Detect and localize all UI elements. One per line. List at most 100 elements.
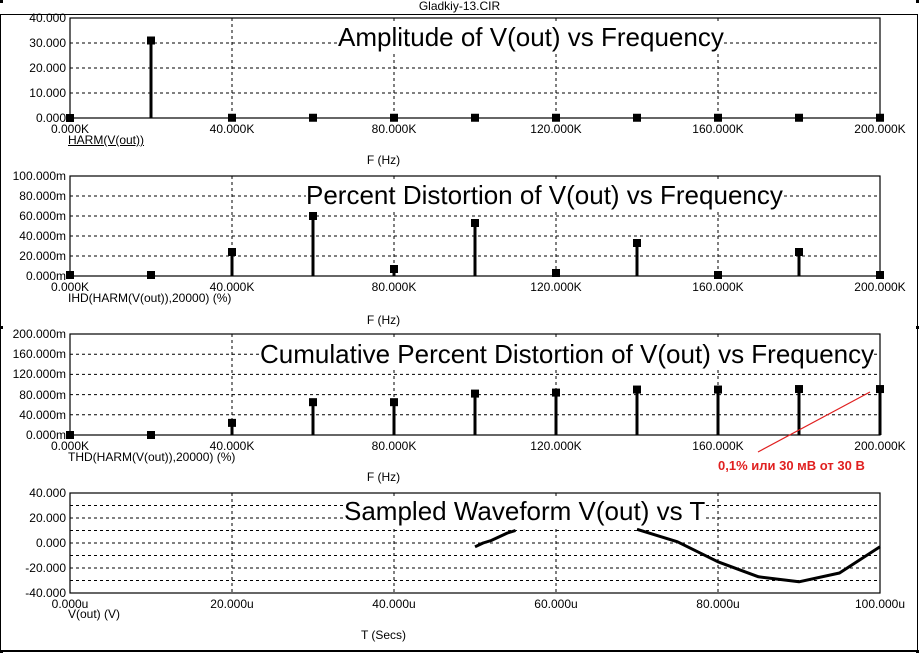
trace-label: V(out) (V)	[68, 607, 121, 621]
x-tick-label: 40.000K	[209, 439, 255, 453]
stem-marker	[714, 385, 722, 394]
chart-title: Sampled Waveform V(out) vs T	[344, 496, 706, 526]
x-tick-label: 40.000K	[209, 280, 255, 294]
waveform-line	[474, 529, 516, 549]
stem-marker	[66, 431, 74, 439]
window-title: Gladkiy-13.CIR	[418, 0, 501, 13]
y-tick-label: 30.000	[29, 36, 66, 50]
stem-marker	[309, 113, 317, 122]
plot-border	[69, 492, 881, 594]
chart-panel-3	[66, 333, 884, 439]
stem-marker	[633, 113, 641, 122]
stem-marker	[66, 271, 74, 279]
x-tick-label: 160.000K	[692, 122, 744, 136]
x-axis-label: F (Hz)	[366, 470, 401, 484]
resize-handle[interactable]	[916, 0, 919, 3]
resize-handle[interactable]	[0, 326, 3, 329]
stem-marker	[309, 212, 317, 220]
x-tick-label: 60.000u	[534, 597, 578, 611]
window-frame	[0, 14, 918, 652]
stem-marker	[552, 269, 560, 277]
chart-title: Percent Distortion of V(out) vs Frequenc…	[306, 180, 783, 210]
stem-marker	[228, 248, 236, 256]
stem-marker	[471, 113, 479, 122]
stem-marker	[633, 385, 641, 394]
stem-marker	[876, 385, 884, 394]
x-axis-label: T (Secs)	[360, 628, 407, 642]
stem-marker	[147, 431, 155, 439]
stem-marker	[147, 36, 155, 45]
x-axis-label: F (Hz)	[366, 313, 401, 327]
stem-marker	[795, 248, 803, 256]
resize-handle[interactable]	[0, 0, 3, 3]
stem-marker	[228, 113, 236, 122]
x-tick-label: 20.000u	[210, 597, 254, 611]
stem-marker	[876, 271, 884, 279]
trace-label: HARM(V(out))	[68, 133, 145, 147]
x-tick-label: 200.000K	[854, 122, 906, 136]
x-tick-label: 160.000K	[692, 280, 744, 294]
y-tick-label: 40.000	[29, 486, 66, 500]
y-tick-label: 0.000m	[25, 428, 66, 442]
x-tick-label: 40.000u	[372, 597, 416, 611]
stem-marker	[795, 113, 803, 122]
y-tick-label: 40.000	[29, 11, 66, 25]
x-tick-label: 0.000K	[50, 122, 90, 136]
stem-marker	[471, 219, 479, 227]
y-tick-label: 20.000	[29, 511, 66, 525]
red-annotation: 0,1% или 30 мВ от 30 В	[718, 458, 865, 473]
x-tick-label: 0.000u	[51, 597, 89, 611]
x-axis-label: F (Hz)	[366, 153, 401, 167]
stem-marker	[309, 398, 317, 407]
stem-marker	[633, 239, 641, 247]
y-tick-label: 10.000	[29, 86, 66, 100]
resize-handle[interactable]	[916, 326, 919, 329]
x-tick-label: 40.000K	[209, 122, 255, 136]
trace-label: IHD(HARM(V(out)),20000) (%)	[68, 291, 232, 305]
x-tick-label: 0.000K	[50, 439, 90, 453]
stem-marker	[876, 113, 884, 122]
x-tick-label: 160.000K	[692, 439, 744, 453]
stem-marker	[714, 113, 722, 122]
x-tick-label: 80.000K	[371, 122, 417, 136]
y-tick-label: 80.000m	[19, 189, 66, 203]
y-tick-label: 120.000m	[12, 367, 66, 382]
chart-title: Amplitude of V(out) vs Frequency	[338, 22, 724, 52]
y-tick-label: 20.000	[29, 61, 66, 75]
y-tick-label: 80.000m	[19, 387, 66, 402]
x-tick-label: 80.000K	[371, 439, 417, 453]
stem-marker	[714, 271, 722, 279]
y-tick-label: -20.000	[25, 561, 66, 575]
stem-marker	[228, 418, 236, 427]
resize-handle[interactable]	[916, 650, 919, 653]
y-tick-label: 20.000m	[19, 249, 66, 263]
stem-marker	[66, 114, 74, 122]
chart-panel-2	[66, 175, 884, 279]
x-tick-label: 80.000u	[696, 597, 740, 611]
stem-marker	[390, 265, 398, 273]
y-tick-label: 40.000m	[19, 229, 66, 243]
resize-handle[interactable]	[0, 650, 3, 653]
x-tick-label: 120.000K	[530, 280, 582, 294]
x-tick-label: 120.000K	[530, 122, 582, 136]
y-tick-label: 0.000	[35, 536, 66, 550]
waveform-line	[636, 527, 881, 584]
stem-marker	[390, 113, 398, 122]
x-tick-label: 120.000K	[530, 439, 582, 453]
y-tick-label: -40.000	[25, 586, 66, 600]
stem-marker	[471, 389, 479, 398]
y-tick-label: 40.000m	[19, 407, 66, 422]
stem-marker	[390, 398, 398, 407]
chart-title: Cumulative Percent Distortion of V(out) …	[260, 339, 875, 369]
stem-marker	[147, 271, 155, 279]
annotation-line	[757, 391, 871, 453]
x-tick-label: 200.000K	[854, 280, 906, 294]
y-tick-label: 0.000	[35, 111, 66, 125]
y-tick-label: 200.000m	[12, 327, 66, 341]
x-tick-label: 80.000K	[371, 280, 417, 294]
y-tick-label: 160.000m	[12, 347, 66, 362]
y-tick-label: 60.000m	[19, 209, 66, 223]
y-tick-label: 0.000m	[25, 269, 66, 283]
stem-marker	[552, 113, 560, 122]
